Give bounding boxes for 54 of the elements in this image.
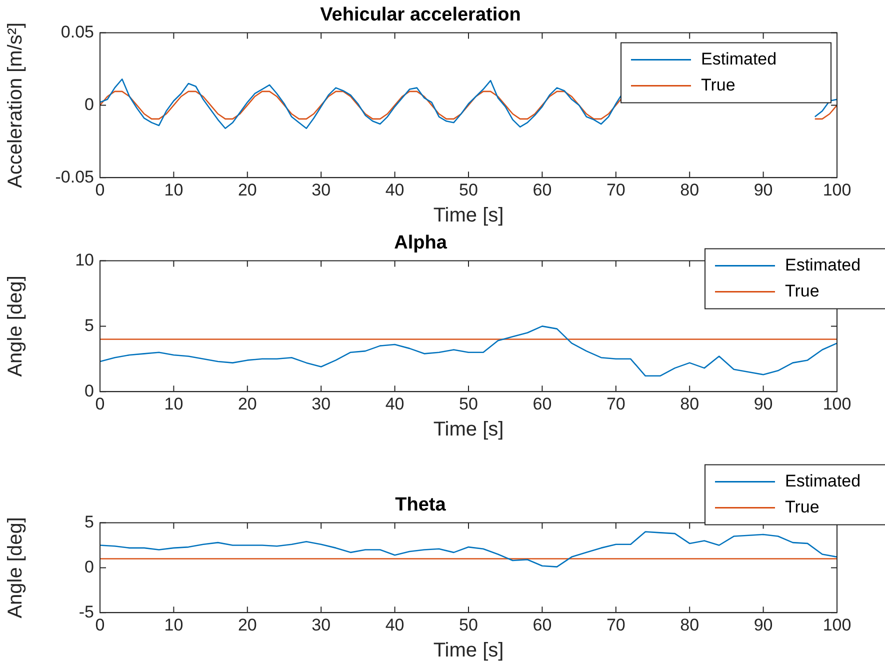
y-tick-label: 0 (84, 557, 94, 576)
x-axis-title: Time [s] (433, 204, 504, 227)
x-tick-label: 90 (754, 180, 773, 200)
y-tick-label: 10 (75, 250, 94, 270)
x-tick-label: 50 (459, 394, 478, 414)
x-tick-label: 80 (680, 180, 700, 200)
legend-label: Estimated (701, 49, 777, 68)
x-tick-label: 70 (606, 615, 626, 634)
chart-title: Alpha (394, 232, 448, 254)
x-tick-label: 70 (606, 180, 626, 200)
legend-label: True (785, 497, 820, 516)
legend-label: True (701, 75, 736, 94)
x-tick-label: 10 (164, 615, 184, 634)
x-tick-label: 60 (532, 180, 552, 200)
x-tick-label: 80 (680, 615, 700, 634)
x-tick-label: 60 (532, 615, 552, 634)
x-tick-label: 10 (164, 180, 184, 200)
y-tick-label: 5 (84, 316, 94, 335)
legend-label: Estimated (785, 255, 861, 274)
x-tick-label: 40 (385, 180, 404, 200)
x-tick-label: 30 (312, 180, 331, 200)
x-tick-label: 20 (238, 615, 257, 634)
x-tick-label: 50 (459, 180, 478, 200)
legend-label: True (785, 281, 820, 300)
y-axis-title: Angle [deg] (4, 517, 27, 618)
x-tick-label: 80 (680, 394, 700, 414)
y-axis-title: Angle [deg] (4, 276, 27, 377)
chart-title: Vehicular acceleration (320, 4, 521, 26)
x-tick-label: 100 (822, 615, 852, 634)
x-tick-label: 30 (312, 615, 331, 634)
x-tick-label: 70 (606, 394, 626, 414)
y-tick-label: 0 (84, 94, 94, 114)
x-tick-label: 90 (754, 394, 773, 414)
x-tick-label: 100 (822, 394, 852, 414)
x-tick-label: 50 (459, 615, 478, 634)
x-tick-label: 30 (312, 394, 331, 414)
chart-title: Theta (395, 494, 446, 516)
x-tick-label: 90 (754, 615, 773, 634)
x-tick-label: 40 (385, 615, 404, 634)
y-tick-label: -0.05 (55, 167, 94, 186)
x-tick-label: 60 (532, 394, 552, 414)
y-axis-title: Acceleration [m/s²] (4, 22, 27, 188)
y-tick-label: 0.05 (60, 22, 94, 42)
y-tick-label: -5 (78, 602, 94, 622)
x-tick-label: 20 (238, 180, 257, 200)
x-axis-title: Time [s] (433, 640, 504, 662)
y-tick-label: 5 (84, 512, 94, 532)
x-tick-label: 100 (822, 180, 852, 200)
legend-label: Estimated (785, 471, 861, 490)
x-tick-label: 10 (164, 394, 184, 414)
x-tick-label: 40 (385, 394, 404, 414)
x-tick-label: 20 (238, 394, 257, 414)
y-tick-label: 0 (84, 381, 94, 400)
x-axis-title: Time [s] (433, 418, 504, 441)
